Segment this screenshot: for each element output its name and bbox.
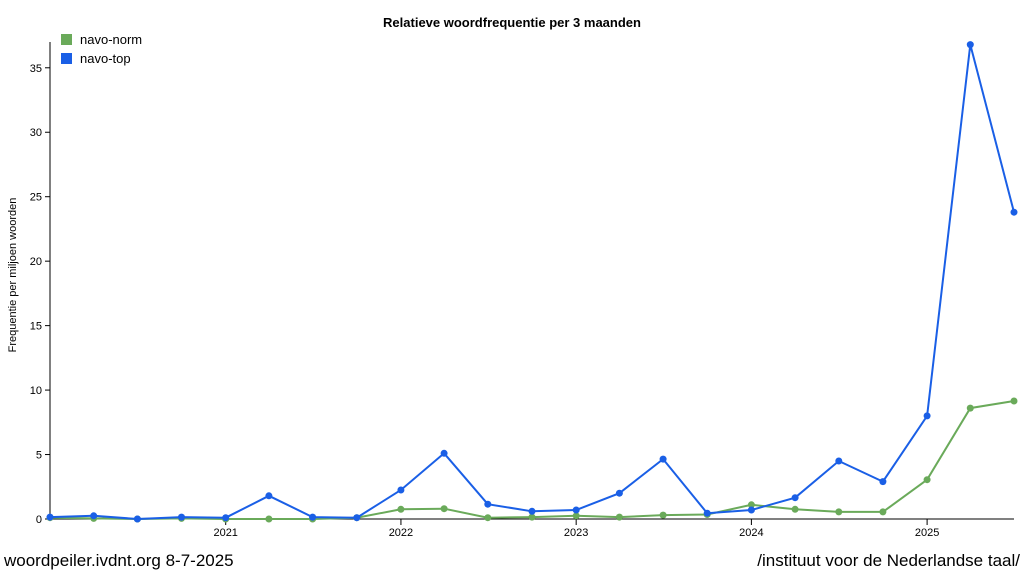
legend-label-navo-top[interactable]: navo-top xyxy=(80,51,131,66)
chart-title: Relatieve woordfrequentie per 3 maanden xyxy=(383,15,641,30)
x-tick-label: 2025 xyxy=(915,527,939,539)
data-point-navo-top[interactable] xyxy=(46,513,54,521)
data-point-navo-norm[interactable] xyxy=(966,404,974,412)
data-point-navo-top[interactable] xyxy=(659,455,667,463)
series-navo-top xyxy=(46,41,1018,523)
series-line-navo-norm xyxy=(49,400,1015,521)
data-point-navo-top[interactable] xyxy=(484,500,492,508)
x-tick-label: 2023 xyxy=(564,527,588,539)
data-point-navo-top[interactable] xyxy=(90,512,98,520)
x-tick-label: 2021 xyxy=(213,527,237,539)
x-axis-ticks: 2021 2022 2023 2024 2025 xyxy=(213,519,939,539)
data-point-navo-top[interactable] xyxy=(572,506,580,514)
data-point-navo-norm[interactable] xyxy=(923,476,931,484)
footer-institute: /instituut voor de Nederlandse taal/ xyxy=(757,551,1020,570)
data-point-navo-top[interactable] xyxy=(615,489,623,497)
data-point-navo-top[interactable] xyxy=(703,509,711,517)
data-point-navo-top[interactable] xyxy=(879,478,887,486)
y-tick-label: 15 xyxy=(30,321,42,333)
x-tick-label: 2024 xyxy=(739,527,763,539)
series-navo-norm xyxy=(46,397,1018,523)
data-point-navo-norm[interactable] xyxy=(791,505,799,513)
y-tick-label: 5 xyxy=(36,450,42,462)
data-point-navo-norm[interactable] xyxy=(484,514,492,522)
data-point-navo-top[interactable] xyxy=(265,492,273,500)
data-point-navo-top[interactable] xyxy=(440,449,448,457)
data-point-navo-top[interactable] xyxy=(222,514,230,522)
data-point-navo-norm[interactable] xyxy=(879,508,887,516)
footer-source: woordpeiler.ivdnt.org 8-7-2025 xyxy=(4,551,234,570)
data-point-navo-top[interactable] xyxy=(923,412,931,420)
data-point-navo-top[interactable] xyxy=(353,514,361,522)
data-point-navo-norm[interactable] xyxy=(615,513,623,521)
data-point-navo-norm[interactable] xyxy=(1010,397,1018,405)
x-tick-label: 2022 xyxy=(389,527,413,539)
legend-label-navo-norm[interactable]: navo-norm xyxy=(80,32,142,47)
y-tick-label: 10 xyxy=(30,385,42,397)
data-point-navo-top[interactable] xyxy=(747,506,755,514)
series-line-navo-top xyxy=(49,44,1015,521)
legend-swatch-navo-norm[interactable] xyxy=(61,34,72,45)
data-point-navo-norm[interactable] xyxy=(747,501,755,509)
data-point-navo-top[interactable] xyxy=(1010,208,1018,216)
data-point-navo-norm[interactable] xyxy=(528,513,536,521)
data-point-navo-top[interactable] xyxy=(966,41,974,49)
data-point-navo-top[interactable] xyxy=(133,515,141,523)
y-tick-label: 25 xyxy=(30,192,42,204)
y-tick-label: 35 xyxy=(30,63,42,75)
data-point-navo-norm[interactable] xyxy=(659,511,667,519)
y-axis-ticks: 0 5 10 15 20 25 30 35 xyxy=(30,63,50,526)
data-point-navo-top[interactable] xyxy=(178,513,185,521)
y-tick-label: 20 xyxy=(30,256,42,268)
y-tick-label: 30 xyxy=(30,127,42,139)
data-point-navo-norm[interactable] xyxy=(835,508,843,516)
data-point-navo-norm[interactable] xyxy=(265,515,273,523)
data-point-navo-top[interactable] xyxy=(397,486,405,494)
data-point-navo-top[interactable] xyxy=(835,457,843,465)
data-point-navo-norm[interactable] xyxy=(440,505,448,513)
y-axis-label: Frequentie per miljoen woorden xyxy=(7,198,19,353)
data-point-navo-norm[interactable] xyxy=(397,505,405,513)
y-tick-label: 0 xyxy=(36,514,42,526)
series-layer xyxy=(46,41,1018,523)
legend[interactable]: navo-norm navo-top xyxy=(61,32,142,66)
data-point-navo-top[interactable] xyxy=(528,507,536,515)
data-point-navo-top[interactable] xyxy=(309,513,317,521)
data-point-navo-top[interactable] xyxy=(791,494,799,502)
legend-swatch-navo-top[interactable] xyxy=(61,53,72,64)
data-point-navo-norm[interactable] xyxy=(572,512,580,520)
